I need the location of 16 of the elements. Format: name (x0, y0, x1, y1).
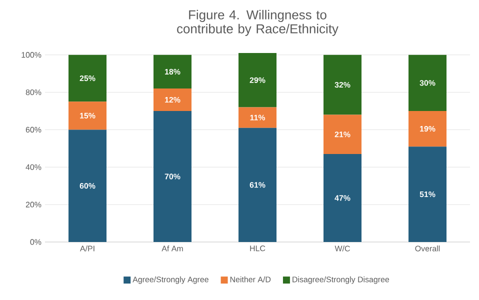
bar (324, 154, 362, 242)
bar (238, 52, 277, 108)
bar (238, 128, 277, 242)
bar (68, 130, 107, 242)
bar (68, 102, 107, 130)
bar (154, 111, 192, 242)
bar (408, 146, 447, 242)
bar (154, 54, 192, 89)
bar (324, 54, 362, 115)
bar (408, 111, 447, 147)
bar (408, 54, 447, 112)
bar (324, 114, 362, 154)
bar (154, 88, 192, 112)
bar (238, 107, 277, 128)
chart-title: Figure 4. Willingness to contribute by Race/Ethnicity (177, 10, 338, 36)
bar (68, 54, 107, 102)
